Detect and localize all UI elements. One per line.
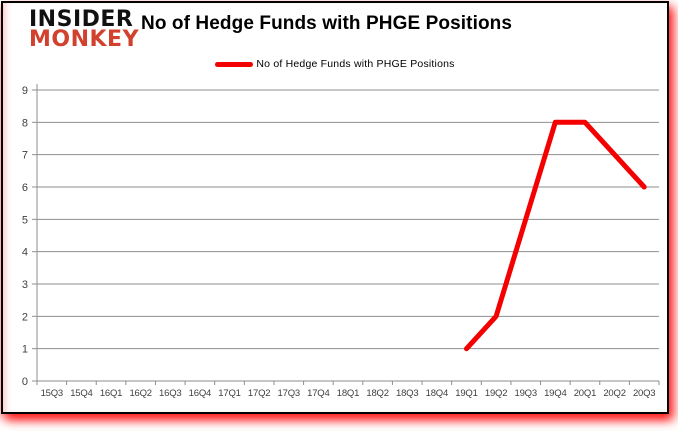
x-tick-label: 16Q3 [159,388,181,399]
y-tick-label: 3 [22,279,28,291]
x-tick-label: 18Q4 [426,388,448,399]
x-tick-label: 15Q4 [70,388,92,399]
chart-legend: No of Hedge Funds with PHGE Positions [3,56,667,72]
x-tick-label: 16Q1 [100,388,122,399]
x-tick-label: 18Q3 [396,388,418,399]
x-tick-label: 20Q1 [574,388,596,399]
chart-card: INSIDER MONKEY No of Hedge Funds with PH… [1,1,669,414]
chart-title: No of Hedge Funds with PHGE Positions [141,13,513,34]
x-tick-label: 20Q3 [633,388,655,399]
x-tick-label: 17Q2 [248,388,270,399]
x-tick-label: 15Q3 [41,388,63,399]
x-tick-label: 18Q2 [366,388,388,399]
y-tick-label: 2 [22,311,28,323]
x-tick-label: 19Q4 [544,388,566,399]
x-tick-label: 16Q2 [129,388,151,399]
x-tick-label: 20Q2 [603,388,625,399]
legend-line-swatch [215,61,254,67]
y-tick-label: 0 [22,376,28,388]
series-line [464,119,647,352]
logo-text-insider: INSIDER [29,7,134,32]
x-tick-label: 16Q4 [189,388,211,399]
insider-monkey-logo: INSIDER MONKEY [29,7,140,53]
line-chart-svg: 0 1 2 3 4 5 6 7 8 9 15Q3 15Q4 16Q1 16Q2 16Q3 16Q4 17Q1 17… [22,84,660,399]
y-tick-label: 7 [22,150,28,162]
x-tick-label: 17Q4 [307,388,329,399]
y-tick-label: 5 [22,214,28,226]
x-tick-label: 17Q1 [218,388,240,399]
x-tick-label: 19Q3 [514,388,536,399]
legend-label: No of Hedge Funds with PHGE Positions [256,58,455,70]
y-tick-label: 8 [22,117,28,129]
x-tick-label: 17Q3 [278,388,300,399]
logo-text-monkey: MONKEY [29,27,140,53]
y-tick-label: 6 [22,182,28,194]
x-tick-label: 19Q1 [455,388,477,399]
x-tick-label: 18Q1 [337,388,359,399]
y-tick-label: 9 [22,85,28,97]
y-tick-label: 4 [22,247,28,259]
y-tick-label: 1 [22,344,28,356]
x-tick-label: 19Q2 [485,388,507,399]
